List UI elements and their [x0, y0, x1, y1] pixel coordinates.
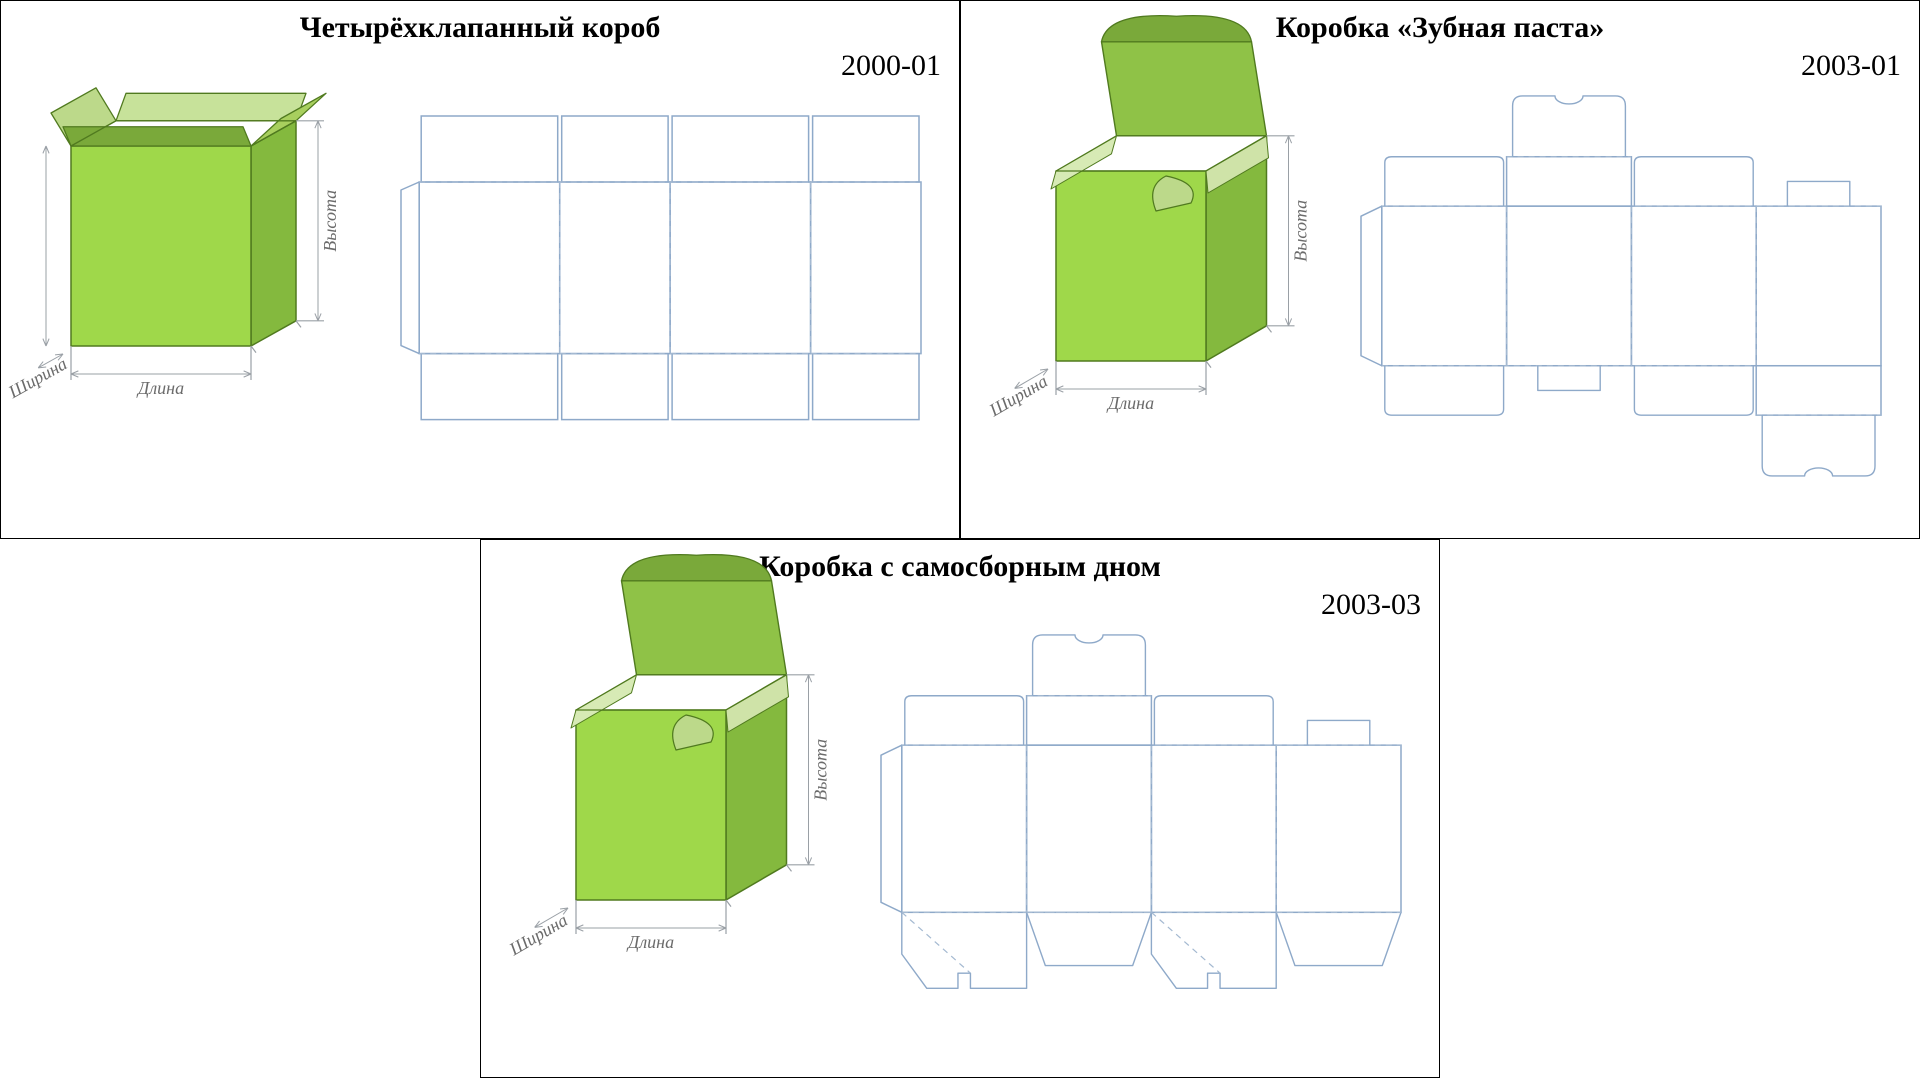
box-3d-icon [571, 555, 789, 900]
box-3d-icon [1051, 16, 1269, 361]
diecut-icon [881, 635, 1401, 988]
svg-text:Высота: Высота [811, 739, 831, 801]
diecut-icon [401, 116, 921, 420]
svg-text:Ширина: Ширина [4, 353, 70, 402]
svg-text:Ширина: Ширина [985, 371, 1051, 421]
box-3d-icon [43, 88, 326, 346]
svg-text:Высота: Высота [1291, 200, 1311, 262]
cell-svg: Длина Ширина Высота [481, 550, 1441, 1079]
page: Четырёхклапанный короб2000-01ДлинаШирина… [0, 0, 1920, 1078]
cell-svg: Длина Ширина Высота [961, 11, 1920, 540]
diecut-icon [1361, 96, 1881, 476]
cell-svg: Длина Ширина Высота [1, 11, 961, 540]
svg-text:Длина: Длина [626, 932, 674, 952]
svg-text:Ширина: Ширина [505, 910, 571, 960]
diagram-cell: Четырёхклапанный короб2000-01ДлинаШирина… [0, 0, 960, 539]
svg-text:Длина: Длина [136, 378, 184, 398]
svg-text:Высота: Высота [320, 190, 340, 252]
diagram-cell: Коробка с самосборным дном2003-03ДлинаШи… [480, 539, 1440, 1078]
diagram-cell: Коробка «Зубная паста»2003-01ДлинаШирина… [960, 0, 1920, 539]
svg-text:Длина: Длина [1106, 393, 1154, 413]
